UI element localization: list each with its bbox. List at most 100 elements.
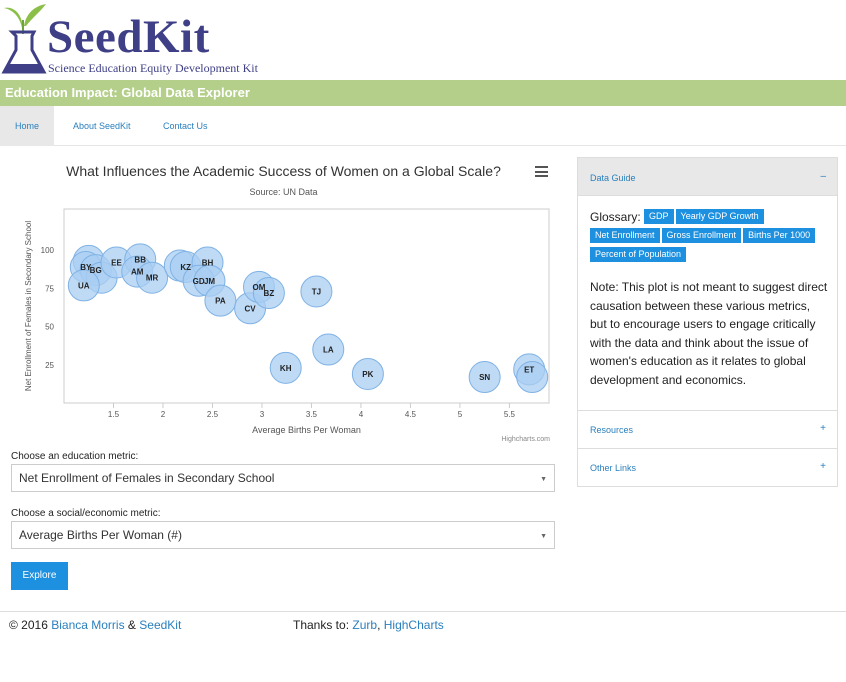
banner-title: Education Impact: Global Data Explorer	[5, 85, 250, 100]
data-point[interactable]	[204, 284, 237, 317]
data-label: BH	[202, 258, 214, 267]
data-point[interactable]	[516, 361, 549, 394]
nav-about[interactable]: About SeedKit	[73, 121, 131, 131]
chart-title: What Influences the Academic Success of …	[66, 163, 501, 179]
explore-button[interactable]: Explore	[11, 562, 68, 590]
flask-logo-icon	[1, 4, 47, 74]
footer-copyright: © 2016	[9, 618, 48, 632]
footer-credits: © 2016 Bianca Morris & SeedKit	[9, 618, 181, 632]
data-point[interactable]	[300, 275, 333, 308]
education-metric-select[interactable]: Net Enrollment of Females in Secondary S…	[11, 464, 555, 492]
footer-seedkit-link[interactable]: SeedKit	[139, 618, 182, 632]
chart-subtitle: Source: UN Data	[249, 187, 318, 197]
accordion-data-guide[interactable]: Data Guide –	[578, 158, 837, 196]
nav-contact[interactable]: Contact Us	[163, 121, 208, 131]
data-label: BB	[134, 255, 146, 264]
x-tick-label: 5.5	[504, 410, 516, 419]
x-tick-label: 4.5	[405, 410, 417, 419]
data-guide-label: Data Guide	[590, 173, 636, 183]
site-title[interactable]: SeedKit	[47, 11, 210, 63]
sidebar-note: Note: This plot is not meant to suggest …	[590, 280, 828, 387]
data-label: KH	[280, 364, 292, 373]
resources-label: Resources	[590, 425, 634, 435]
footer-comma: ,	[377, 618, 381, 632]
glossary-tag-gross-enrollment[interactable]: Gross Enrollment	[661, 227, 742, 243]
expand-icon: +	[820, 461, 826, 472]
data-point[interactable]	[351, 357, 384, 390]
data-label: ET	[524, 365, 534, 374]
divider	[578, 410, 837, 411]
site-header: SeedKit Science Education Equity Develop…	[0, 0, 846, 80]
glossary-tag-net-enrollment[interactable]: Net Enrollment	[590, 227, 660, 243]
education-metric-value: Net Enrollment of Females in Secondary S…	[19, 471, 275, 485]
data-label: AM	[131, 268, 144, 277]
x-axis-label: Average Births Per Woman	[252, 425, 361, 435]
footer-highcharts-link[interactable]: HighCharts	[383, 618, 444, 632]
glossary-tag-percent-of-population[interactable]: Percent of Population	[590, 246, 687, 262]
data-point[interactable]	[269, 351, 302, 384]
data-label: BY	[80, 263, 92, 272]
scatter-chart: 1.5 2 2.5 3 3.5 4 4.5 5 5.5 25 50 75 100 Average Birt…	[11, 153, 556, 449]
x-tick-label: 1.5	[108, 410, 120, 419]
data-label: MR	[146, 274, 159, 283]
chart-menu-icon[interactable]	[535, 166, 548, 177]
data-label: PA	[215, 297, 226, 306]
x-tick-label: 2	[161, 410, 166, 419]
glossary-tag-gdp[interactable]: GDP	[644, 208, 674, 224]
data-label: SN	[479, 373, 490, 382]
data-label: PK	[362, 370, 373, 379]
data-label: LA	[323, 346, 334, 355]
footer-thanks-label: Thanks to:	[293, 618, 350, 632]
y-tick-label: 50	[45, 323, 54, 332]
data-label: BG	[90, 266, 102, 275]
chevron-down-icon: ▼	[540, 533, 547, 540]
x-tick-label: 3	[260, 410, 265, 419]
data-label: TJ	[312, 287, 321, 296]
social-metric-value: Average Births Per Woman (#)	[19, 528, 182, 542]
other-links-label: Other Links	[590, 463, 637, 473]
sidebar-accordion: Data Guide – Glossary: GDP Yearly GDP Gro…	[577, 157, 838, 487]
y-tick-label: 100	[41, 246, 55, 255]
data-point[interactable]	[468, 361, 501, 394]
data-point[interactable]	[312, 333, 345, 366]
data-label: EE	[111, 258, 122, 267]
footer-thanks: Thanks to: Zurb, HighCharts	[293, 618, 444, 632]
data-point[interactable]	[252, 277, 285, 310]
x-tick-label: 3.5	[306, 410, 318, 419]
glossary-tag-yearly-gdp-growth[interactable]: Yearly GDP Growth	[675, 208, 764, 224]
expand-icon: +	[820, 423, 826, 434]
chart-canvas: 1.5 2 2.5 3 3.5 4 4.5 5 5.5 25 50 75 100 Average Birt…	[24, 208, 550, 435]
data-label: BZ	[264, 289, 275, 298]
data-point[interactable]	[67, 269, 100, 302]
data-label: GD	[193, 277, 205, 286]
x-tick-label: 2.5	[207, 410, 219, 419]
x-tick-label: 5	[458, 410, 463, 419]
nav-home[interactable]: Home	[0, 106, 54, 146]
page-banner: Education Impact: Global Data Explorer	[0, 80, 846, 106]
footer-amp: &	[127, 618, 136, 632]
y-axis-label: Net Enrollment of Females in Secondary S…	[24, 221, 33, 392]
page-footer: © 2016 Bianca Morris & SeedKit Thanks to…	[0, 611, 846, 639]
divider	[578, 448, 837, 449]
social-metric-label: Choose a social/economic metric:	[11, 508, 161, 519]
data-label: OM	[253, 283, 266, 292]
data-point[interactable]	[136, 261, 169, 294]
glossary: Glossary: GDP Yearly GDP Growth Net Enrol…	[590, 208, 830, 265]
accordion-other-links[interactable]: Other Links +	[578, 448, 837, 486]
data-label: CV	[245, 304, 257, 313]
data-label: UA	[78, 281, 90, 290]
y-tick-label: 75	[45, 284, 54, 293]
accordion-resources[interactable]: Resources +	[578, 410, 837, 448]
glossary-label: Glossary:	[590, 210, 641, 224]
collapse-icon: –	[820, 171, 826, 182]
top-navigation: Home About SeedKit Contact Us	[0, 106, 846, 146]
chart-credits[interactable]: Highcharts.com	[501, 436, 550, 443]
footer-zurb-link[interactable]: Zurb	[352, 618, 378, 632]
data-label: JM	[204, 277, 215, 286]
social-metric-select[interactable]: Average Births Per Woman (#) ▼	[11, 521, 555, 549]
footer-author-link[interactable]: Bianca Morris	[51, 618, 125, 632]
data-label: KZ	[180, 263, 191, 272]
x-tick-label: 4	[359, 410, 364, 419]
glossary-tag-births-per-1000[interactable]: Births Per 1000	[743, 227, 816, 243]
plot-area	[63, 208, 550, 404]
